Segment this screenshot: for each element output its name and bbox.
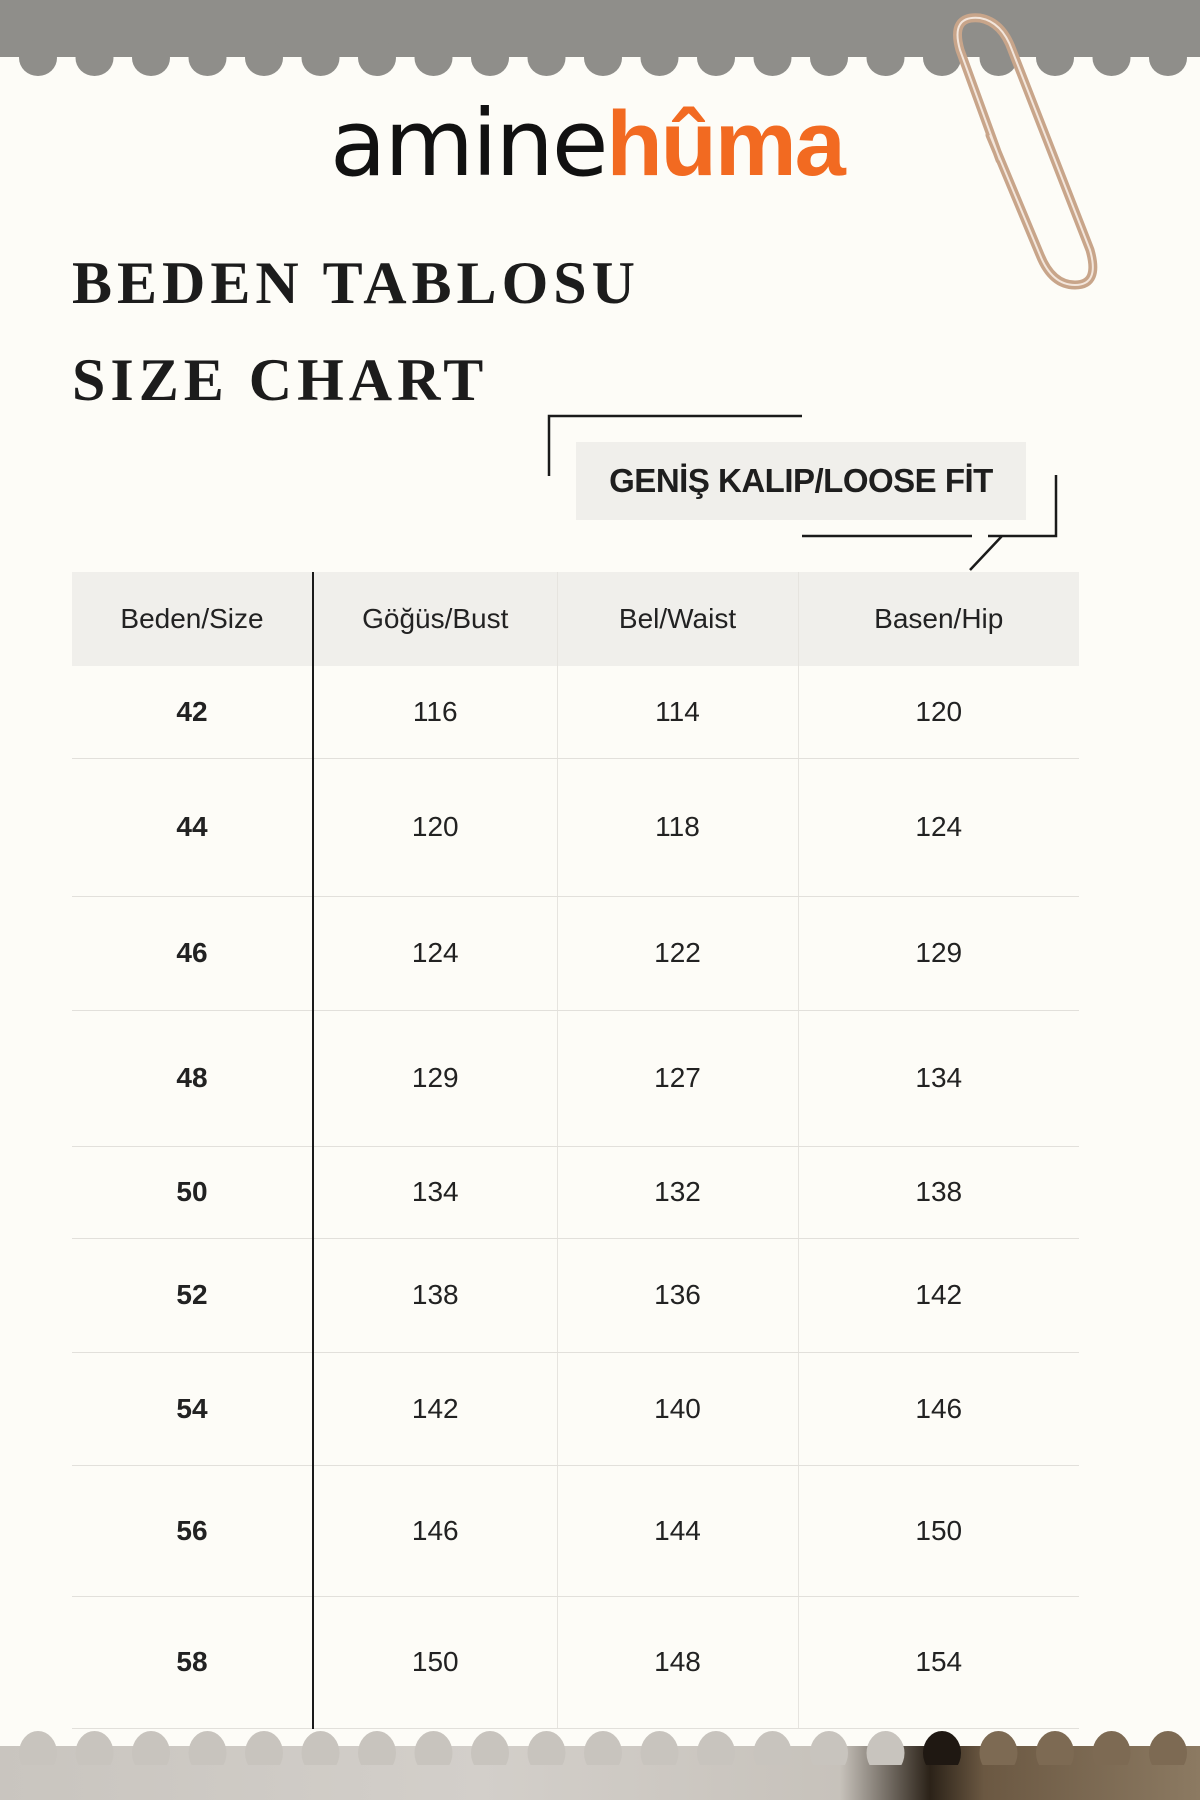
cell-bust: 142 [312,1352,557,1466]
cell-bust: 120 [312,758,557,897]
logo-text-huma: hûma [606,93,845,195]
cell-size: 48 [72,1010,313,1147]
table-row: 48 129 127 134 [72,1010,1079,1147]
bracket-lines [547,414,1058,571]
cell-size: 54 [72,1352,313,1466]
table-row: 42 116 114 120 [72,666,1079,759]
cell-bust: 124 [312,896,557,1011]
table-row: 52 138 136 142 [72,1238,1079,1353]
cell-size: 42 [72,666,313,759]
cell-size: 44 [72,758,313,897]
cell-hip: 142 [797,1238,1079,1353]
cell-size: 58 [72,1596,313,1729]
cell-waist: 118 [556,758,798,897]
fit-badge: GENİŞ KALIP/LOOSE FİT [576,442,1026,520]
paperclip-icon [953,13,1098,290]
cell-size: 56 [72,1465,313,1597]
cell-hip: 154 [797,1596,1079,1729]
cell-bust: 150 [312,1596,557,1729]
scalloped-edge-top [19,40,1187,76]
cell-waist: 132 [556,1146,798,1239]
title-turkish: BEDEN TABLOSU [72,250,640,316]
cell-waist: 144 [556,1465,798,1597]
cell-waist: 122 [556,896,798,1011]
cell-bust: 134 [312,1146,557,1239]
cell-hip: 124 [797,758,1079,897]
table-row: 50 134 132 138 [72,1146,1079,1239]
cell-size: 52 [72,1238,313,1353]
cell-bust: 129 [312,1010,557,1147]
cell-hip: 146 [797,1352,1079,1466]
cell-hip: 138 [797,1146,1079,1239]
table-row: 56 146 144 150 [72,1465,1079,1597]
table-row: 58 150 148 154 [72,1596,1079,1729]
cell-bust: 138 [312,1238,557,1353]
cell-hip: 120 [797,666,1079,759]
brand-logo: aminehûma [330,98,846,191]
cell-waist: 114 [556,666,798,759]
size-table: Beden/Size Göğüs/Bust Bel/Waist Basen/Hi… [72,572,1079,1729]
cell-bust: 116 [312,666,557,759]
header-hip: Basen/Hip [797,572,1079,666]
cell-hip: 134 [797,1010,1079,1147]
table-row: 44 120 118 124 [72,758,1079,897]
cell-bust: 146 [312,1465,557,1597]
header-bust: Göğüs/Bust [312,572,557,666]
table-row: 54 142 140 146 [72,1352,1079,1466]
logo-text-amine: amine [330,90,608,197]
cell-size: 50 [72,1146,313,1239]
cell-waist: 148 [556,1596,798,1729]
cell-waist: 136 [556,1238,798,1353]
title-english: SIZE CHART [72,347,489,413]
scalloped-edge-bottom [19,1731,1187,1765]
header-waist: Bel/Waist [556,572,798,666]
table-header-row: Beden/Size Göğüs/Bust Bel/Waist Basen/Hi… [72,572,1079,666]
header-size: Beden/Size [72,572,313,666]
cell-waist: 140 [556,1352,798,1466]
cell-waist: 127 [556,1010,798,1147]
cell-hip: 129 [797,896,1079,1011]
cell-size: 46 [72,896,313,1011]
table-row: 46 124 122 129 [72,896,1079,1011]
cell-hip: 150 [797,1465,1079,1597]
